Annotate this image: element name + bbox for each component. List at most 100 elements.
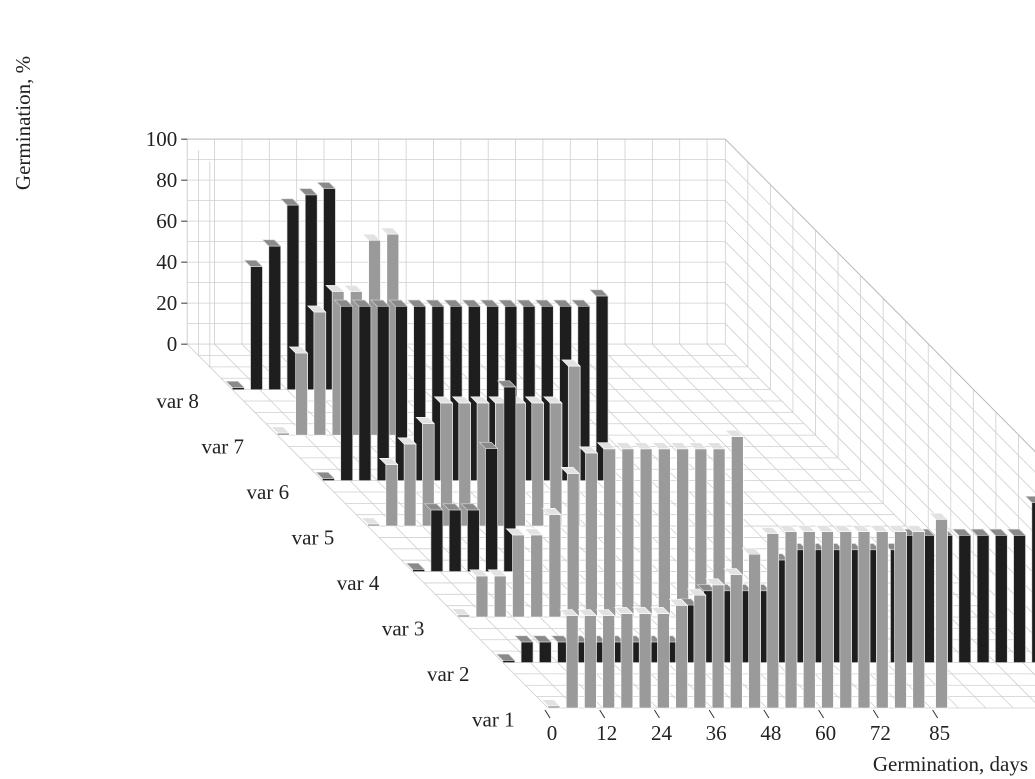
series-var-3 xyxy=(450,429,744,618)
x-tick xyxy=(932,709,939,719)
bar xyxy=(496,380,517,573)
y-tick-label: 20 xyxy=(156,291,177,315)
series-var-8 xyxy=(225,181,337,391)
series-label: var 1 xyxy=(472,708,515,732)
y-tick-label: 100 xyxy=(146,127,178,151)
bar-front xyxy=(675,605,688,709)
bar-front xyxy=(693,594,707,709)
floor-grid-line xyxy=(706,343,1035,676)
bar-top xyxy=(280,198,300,206)
bar-front xyxy=(748,553,761,709)
bar xyxy=(706,441,726,618)
bar-front xyxy=(549,402,563,527)
bar-top xyxy=(651,442,672,450)
bar-front xyxy=(565,615,579,709)
bar-front xyxy=(268,245,281,390)
bar xyxy=(542,507,562,618)
x-tick xyxy=(872,709,879,719)
x-tick xyxy=(763,709,770,719)
bar xyxy=(560,466,580,618)
bar-front xyxy=(976,535,990,663)
bar xyxy=(469,569,489,618)
bar-top xyxy=(988,528,1008,536)
bar xyxy=(524,396,545,527)
bar xyxy=(397,437,417,527)
bar-front xyxy=(547,705,561,709)
bar-front xyxy=(995,535,1008,663)
bar xyxy=(650,606,671,709)
bar-top xyxy=(461,299,482,307)
bar xyxy=(632,606,652,709)
bar xyxy=(360,517,381,527)
bar xyxy=(633,441,653,618)
bar-front xyxy=(530,534,543,618)
bar xyxy=(570,299,591,482)
bar-front xyxy=(602,615,615,709)
top-edge xyxy=(724,138,1035,453)
bar-front xyxy=(232,387,245,390)
bar xyxy=(741,547,762,709)
series-label: var 2 xyxy=(427,662,470,686)
bar xyxy=(523,528,544,618)
bar-front xyxy=(422,423,435,527)
bar-front xyxy=(403,443,417,527)
bar xyxy=(951,528,972,664)
bar-front xyxy=(821,531,834,709)
bar xyxy=(814,524,835,709)
bar xyxy=(378,457,399,527)
bar xyxy=(559,608,579,709)
bar xyxy=(686,588,707,709)
bar-top xyxy=(469,569,489,577)
bar-front xyxy=(502,660,516,663)
bar xyxy=(405,562,426,573)
x-tick-label: 24 xyxy=(651,721,673,745)
bar-front xyxy=(1031,502,1035,663)
bar xyxy=(669,441,690,618)
bar-front xyxy=(295,352,308,436)
bar-top xyxy=(688,442,708,450)
bar-front xyxy=(313,311,327,436)
bar-top xyxy=(1006,528,1027,536)
bar-top xyxy=(534,299,554,307)
bar xyxy=(705,578,725,709)
bar-top xyxy=(343,285,363,292)
bar-top xyxy=(379,227,400,235)
bar-top xyxy=(298,188,318,196)
bar-front xyxy=(376,306,390,481)
bar xyxy=(759,526,780,709)
bar-front xyxy=(277,432,290,436)
bar-front xyxy=(584,615,597,709)
bar-top xyxy=(516,299,536,307)
y-tick-label: 0 xyxy=(167,332,178,356)
x-tick-label: 0 xyxy=(547,721,558,745)
bar-front xyxy=(430,509,444,572)
bar xyxy=(595,608,616,709)
x-tick-label: 72 xyxy=(870,721,891,745)
bar xyxy=(915,528,935,664)
bar xyxy=(614,606,634,709)
bar-front xyxy=(620,613,634,709)
x-tick xyxy=(544,709,551,719)
bar xyxy=(887,524,908,709)
bar-top xyxy=(316,182,337,190)
bar-front xyxy=(711,584,725,709)
bar-front xyxy=(358,306,372,481)
bar-top xyxy=(759,527,780,535)
bar xyxy=(505,528,526,618)
bar xyxy=(495,653,516,664)
bar xyxy=(451,396,472,527)
bar xyxy=(370,299,390,482)
bar xyxy=(651,441,672,618)
bar-front xyxy=(412,569,425,572)
bar-front xyxy=(638,613,652,709)
bar xyxy=(442,503,462,573)
bar xyxy=(460,503,481,573)
bar-front xyxy=(894,531,907,709)
bar-top xyxy=(406,299,427,307)
side-wall-grid-line xyxy=(725,179,1035,494)
bar-front xyxy=(603,448,616,618)
bar-top xyxy=(552,299,573,307)
y-tick-label: 40 xyxy=(156,250,177,274)
series-label: var 8 xyxy=(156,389,199,413)
bar xyxy=(333,299,354,482)
